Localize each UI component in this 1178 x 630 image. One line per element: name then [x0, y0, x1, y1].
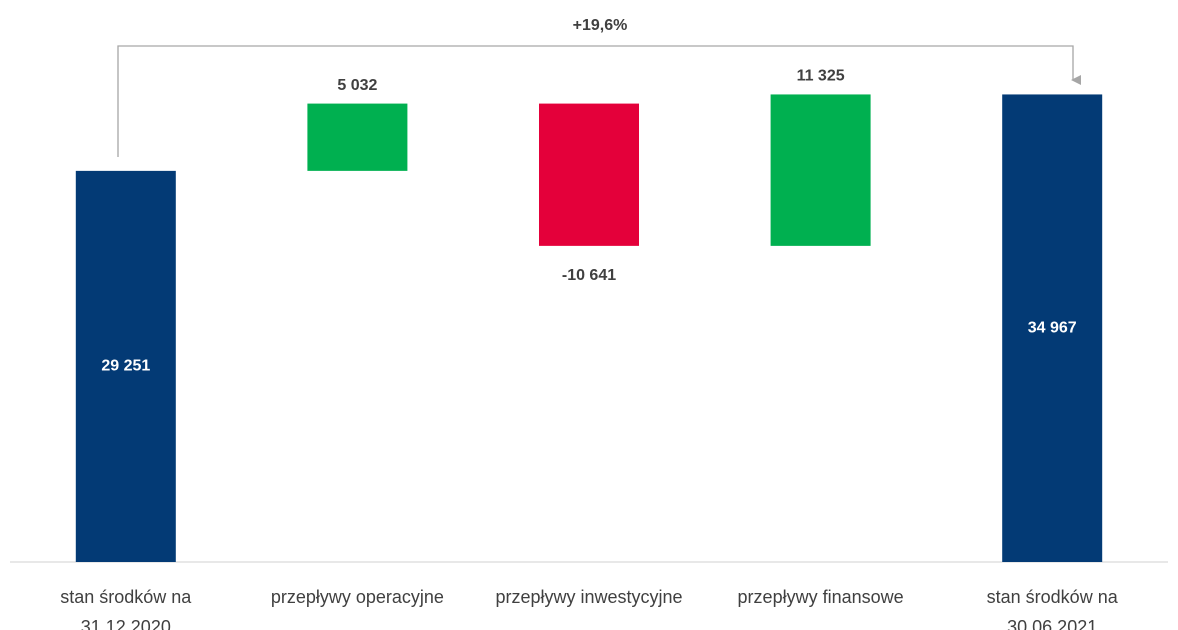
value-label: 34 967	[1028, 319, 1077, 336]
bar	[1002, 94, 1103, 562]
bar	[539, 103, 639, 246]
category-label: przepływy operacyjne	[270, 587, 444, 607]
category-label: stan środków na 31.12.2020	[60, 587, 192, 630]
bar	[770, 94, 871, 246]
annotation: +19,6%	[573, 17, 628, 34]
value-label: 29 251	[101, 358, 150, 375]
value-label: 5 032	[337, 77, 377, 94]
bar	[307, 103, 408, 171]
change-arrow	[117, 45, 1081, 157]
bar	[75, 170, 176, 562]
category-label: stan środków na 30.06.2021	[986, 587, 1118, 630]
category-label: przepływy finansowe	[737, 587, 904, 607]
value-label: 11 325	[797, 68, 845, 85]
value-label: -10 641	[562, 267, 616, 284]
category-label: przepływy inwestycyjne	[495, 587, 683, 607]
